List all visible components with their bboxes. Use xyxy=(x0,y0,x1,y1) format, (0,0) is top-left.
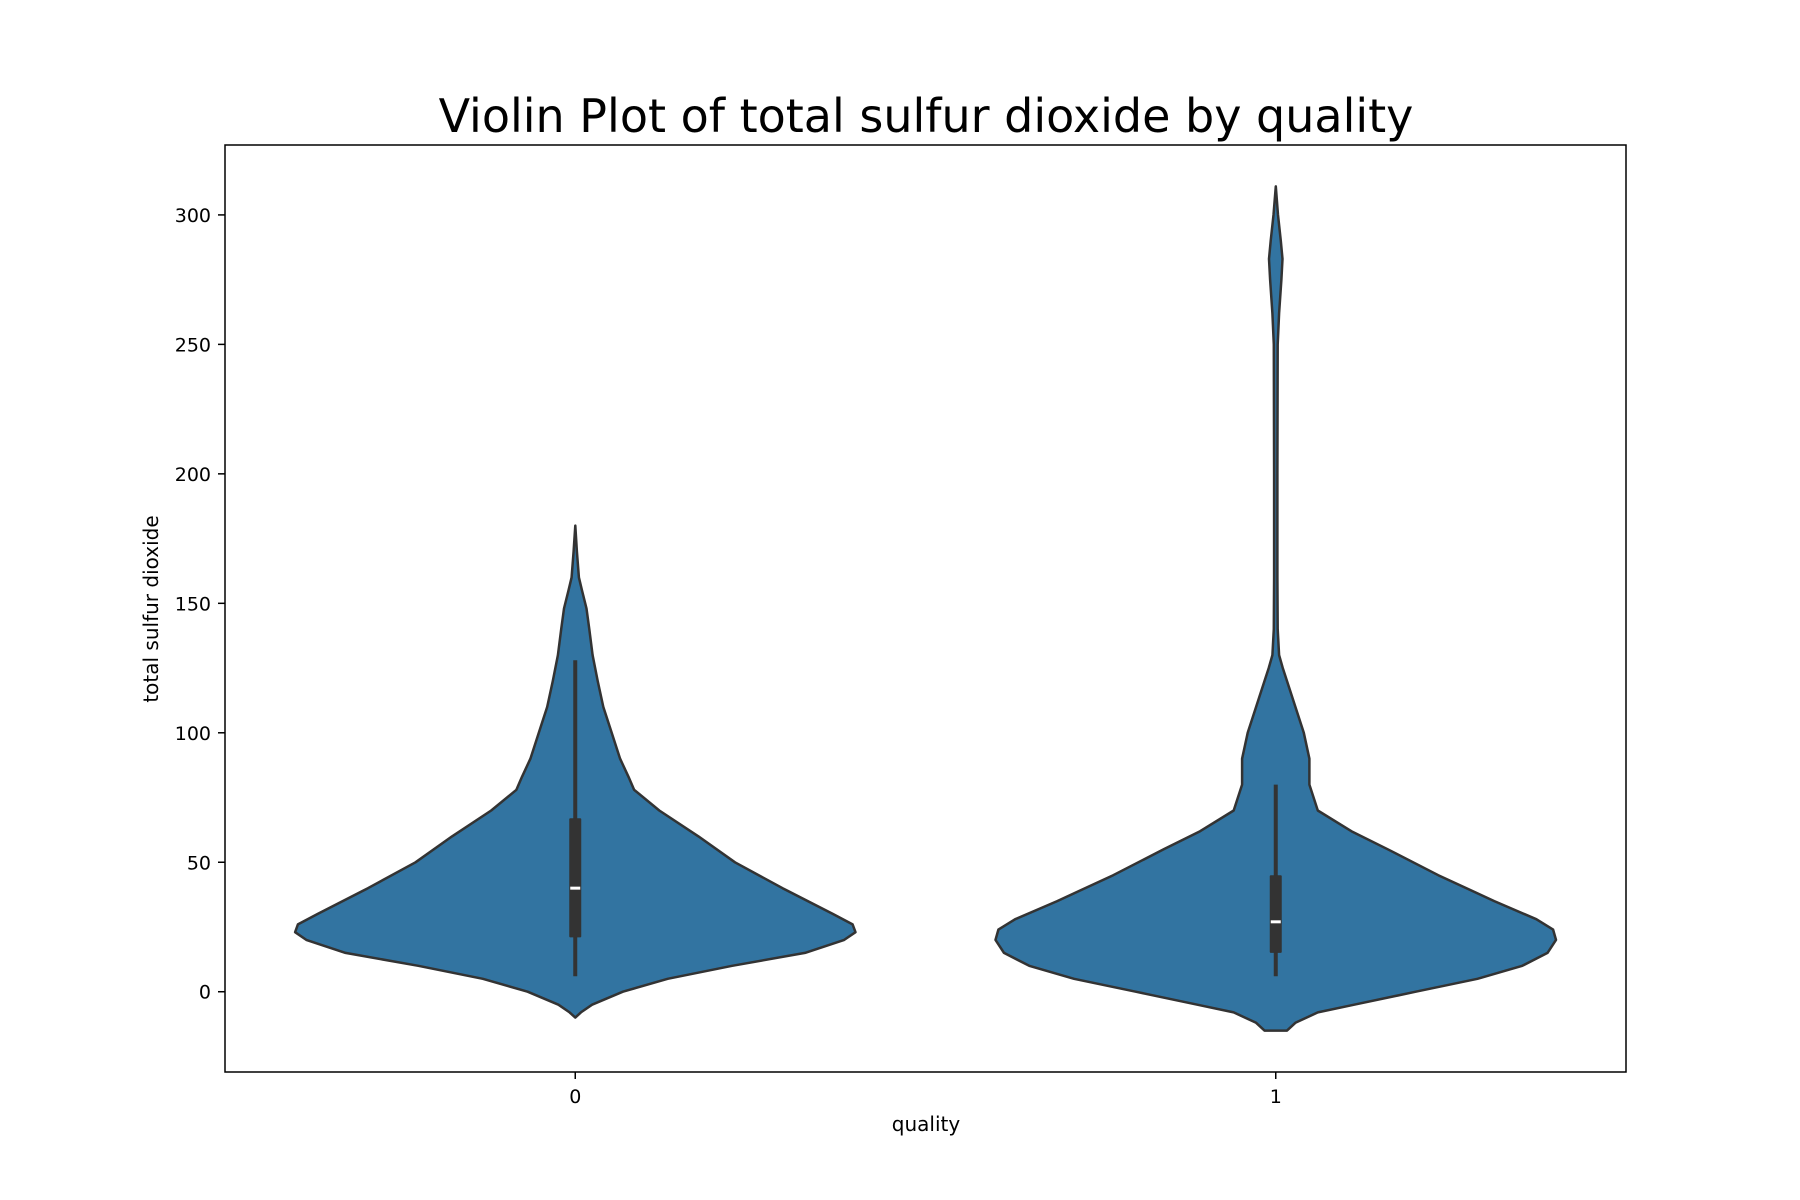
y-axis-label: total sulfur dioxide xyxy=(139,515,163,702)
iqr-box-1 xyxy=(1269,875,1282,953)
y-axis: 0 50 100 150 200 250 300 xyxy=(175,205,225,1004)
chart-title: Violin Plot of total sulfur dioxide by q… xyxy=(439,89,1414,143)
y-tick-label: 200 xyxy=(175,464,211,486)
plot-frame xyxy=(224,144,1627,1073)
violin-1 xyxy=(994,185,1558,1032)
y-tick-label: 50 xyxy=(187,852,211,874)
x-tick-label: 1 xyxy=(1270,1086,1282,1108)
y-tick-label: 250 xyxy=(175,334,211,356)
violin-group xyxy=(293,185,1558,1032)
iqr-box-0 xyxy=(569,818,582,938)
x-axis-label: quality xyxy=(892,1112,961,1136)
y-tick-label: 150 xyxy=(175,593,211,615)
y-tick-label: 0 xyxy=(199,982,211,1004)
y-tick-label: 300 xyxy=(175,205,211,227)
y-tick-label: 100 xyxy=(175,723,211,745)
x-tick-label: 0 xyxy=(569,1086,581,1108)
